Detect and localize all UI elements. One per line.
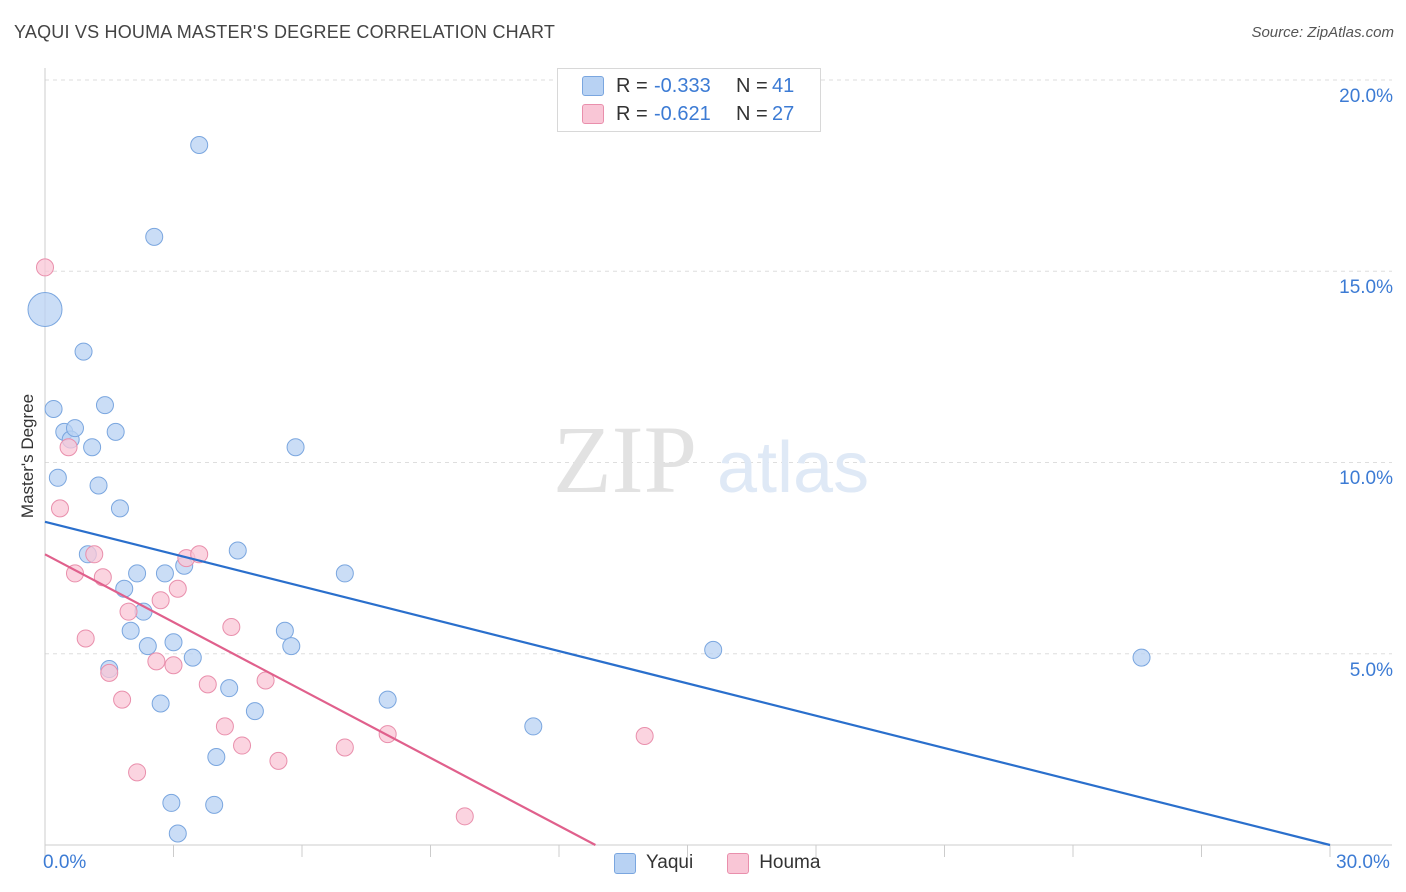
houma-point [50,499,69,518]
n-label: N = [736,74,768,97]
chart-title: YAQUI VS HOUMA MASTER'S DEGREE CORRELATI… [14,22,556,42]
yaqui-r-value: -0.333 [654,74,711,97]
yaqui-point [207,748,226,767]
gridlines [45,79,1392,655]
houma-point [233,736,252,755]
houma-point [215,717,234,736]
houma-point [85,545,104,564]
yaqui-point [128,564,147,583]
yaqui-point [95,396,114,415]
houma-swatch [582,104,604,124]
yaqui-point [168,824,187,843]
r-label: R = [616,102,648,125]
yaqui-point [151,694,170,713]
yaqui-point [121,621,140,640]
yaqui-point [145,227,164,246]
yaqui-point [83,438,102,457]
yaqui-point [286,438,305,457]
houma-point [119,602,138,621]
yaqui-point [138,637,157,656]
yaqui-point [1132,648,1151,667]
yaqui-point [524,717,543,736]
yaqui-point [378,690,397,709]
houma-point [147,652,166,671]
yaqui-point [74,342,93,361]
yaqui-point [335,564,354,583]
houma-point [113,690,132,709]
y-tick-label-15: 15.0% [1339,277,1393,298]
y-axis-label: Master's Degree [18,393,37,519]
yaqui-swatch [582,76,604,96]
houma-trend-line [44,553,596,846]
yaqui-point [245,702,264,721]
axes [44,68,1392,857]
houma-point [76,629,95,648]
yaqui-point [228,541,247,560]
yaqui-point [164,633,183,652]
r-label: R = [616,74,648,97]
houma-point [635,726,654,745]
houma-point [100,663,119,682]
houma-point [198,675,217,694]
trend-lines [44,520,1331,847]
watermark-atlas: atlas [717,428,869,508]
houma-r-value: -0.621 [654,102,711,125]
series-legend: Yaqui Houma [614,852,854,874]
y-tick-label-5: 5.0% [1349,660,1393,681]
yaqui-n-value: 41 [772,74,795,97]
yaqui-point [704,640,723,659]
watermark-zip: ZIP [553,406,697,513]
source-label: Source: ZipAtlas.com [1251,24,1394,41]
yaqui-trend-line [44,520,1331,847]
watermark: ZIP atlas [553,406,869,513]
houma-n-value: 27 [772,102,795,125]
yaqui-point [275,621,294,640]
legend-item-houma[interactable]: Houma [727,852,820,874]
yaqui-point [48,468,67,487]
houma-point [335,738,354,757]
y-tick-label-10: 10.0% [1339,468,1393,489]
correlation-legend: R = -0.333 N = 41 R = -0.621 N = 27 [557,68,821,132]
yaqui-point [106,422,125,441]
yaqui-point [155,564,174,583]
yaqui-legend-label: Yaqui [646,852,694,873]
houma-point [168,579,187,598]
yaqui-point [162,793,181,812]
x-tick-label-max: 30.0% [1336,852,1390,873]
yaqui-legend-swatch [614,852,636,874]
houma-point [36,258,54,277]
y-tick-label-20: 20.0% [1339,86,1393,107]
legend-item-yaqui[interactable]: Yaqui [614,852,693,874]
x-tick-label-min: 0.0% [43,852,87,873]
yaqui-point [282,637,301,656]
yaqui-point [115,579,134,598]
legend-row-houma: R = -0.621 N = 27 [582,101,794,127]
houma-legend-label: Houma [759,852,821,873]
houma-point [455,807,474,826]
yaqui-point [190,136,209,155]
yaqui-point [110,499,129,518]
houma-point [128,763,147,782]
yaqui-point [183,648,202,667]
yaqui-points [27,136,1151,843]
yaqui-point [44,399,63,418]
houma-point [222,617,241,636]
houma-legend-swatch [727,852,750,874]
legend-row-yaqui: R = -0.333 N = 41 [582,73,794,99]
houma-points [36,258,654,826]
houma-point [164,656,183,675]
houma-point [59,438,78,457]
houma-point [151,591,170,610]
yaqui-point [27,292,63,327]
houma-point [269,751,288,770]
yaqui-point [220,679,239,698]
n-label: N = [736,102,768,125]
yaqui-point [65,419,84,438]
yaqui-point [205,795,224,814]
yaqui-point [89,476,108,495]
houma-point [93,568,112,587]
